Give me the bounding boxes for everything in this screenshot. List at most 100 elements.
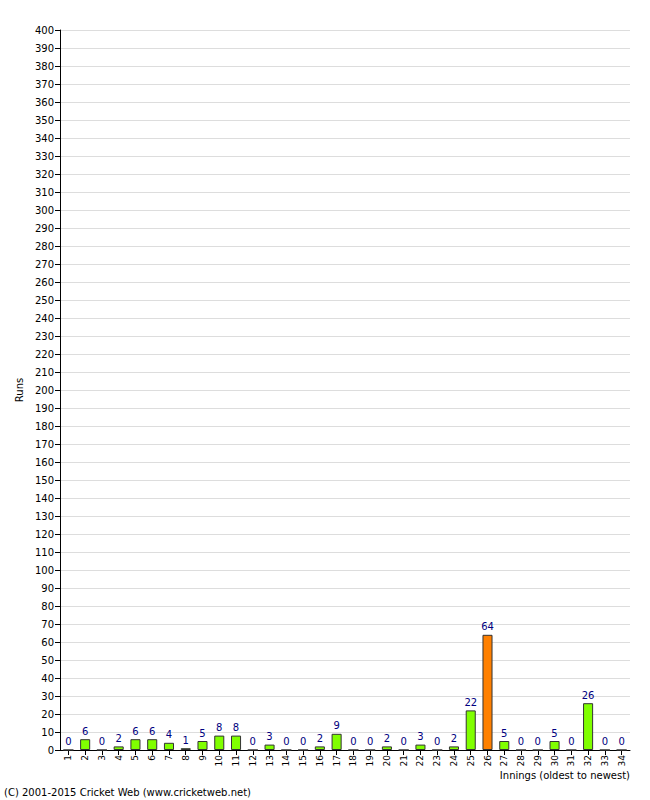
svg-text:21: 21	[399, 755, 409, 766]
svg-text:370: 370	[35, 79, 54, 90]
svg-text:3: 3	[97, 755, 107, 761]
svg-text:2: 2	[80, 755, 90, 761]
svg-text:10: 10	[214, 755, 224, 767]
svg-text:220: 220	[35, 349, 54, 360]
svg-text:(C) 2001-2015 Cricket Web (www: (C) 2001-2015 Cricket Web (www.cricketwe…	[4, 787, 251, 798]
svg-text:20: 20	[382, 755, 392, 767]
svg-text:27: 27	[499, 755, 509, 766]
svg-text:190: 190	[35, 403, 54, 414]
svg-text:240: 240	[35, 313, 54, 324]
svg-text:15: 15	[298, 755, 308, 766]
svg-text:3: 3	[266, 731, 272, 742]
svg-text:Innings (oldest to newest): Innings (oldest to newest)	[500, 770, 630, 781]
svg-text:290: 290	[35, 223, 54, 234]
svg-text:11: 11	[231, 755, 241, 766]
svg-text:60: 60	[41, 637, 54, 648]
svg-text:200: 200	[35, 385, 54, 396]
svg-text:22: 22	[464, 697, 477, 708]
svg-text:20: 20	[41, 709, 54, 720]
svg-text:6: 6	[82, 726, 88, 737]
svg-text:280: 280	[35, 241, 54, 252]
svg-text:320: 320	[35, 169, 54, 180]
svg-text:17: 17	[332, 755, 342, 766]
svg-text:31: 31	[566, 755, 576, 766]
svg-text:5: 5	[130, 755, 140, 761]
svg-text:14: 14	[281, 755, 291, 767]
svg-text:230: 230	[35, 331, 54, 342]
svg-text:4: 4	[166, 729, 172, 740]
svg-text:210: 210	[35, 367, 54, 378]
svg-text:30: 30	[550, 755, 560, 767]
svg-text:8: 8	[233, 722, 239, 733]
svg-text:340: 340	[35, 133, 54, 144]
svg-text:120: 120	[35, 529, 54, 540]
svg-text:2: 2	[317, 733, 323, 744]
svg-text:18: 18	[348, 755, 358, 767]
svg-text:0: 0	[568, 736, 574, 747]
svg-text:0: 0	[518, 736, 524, 747]
svg-text:7: 7	[164, 755, 174, 761]
svg-text:40: 40	[41, 673, 54, 684]
svg-text:330: 330	[35, 151, 54, 162]
svg-text:0: 0	[250, 736, 256, 747]
svg-text:50: 50	[41, 655, 54, 666]
svg-text:380: 380	[35, 61, 54, 72]
svg-text:19: 19	[365, 755, 375, 767]
svg-text:2: 2	[384, 733, 390, 744]
svg-text:6: 6	[132, 726, 138, 737]
svg-text:130: 130	[35, 511, 54, 522]
svg-text:16: 16	[315, 755, 325, 767]
svg-text:9: 9	[333, 720, 339, 731]
svg-text:34: 34	[617, 755, 627, 767]
svg-text:8: 8	[181, 755, 191, 761]
svg-text:360: 360	[35, 97, 54, 108]
svg-text:25: 25	[466, 755, 476, 766]
svg-text:0: 0	[367, 736, 373, 747]
svg-text:100: 100	[35, 565, 54, 576]
svg-text:2: 2	[451, 733, 457, 744]
svg-text:390: 390	[35, 43, 54, 54]
svg-text:5: 5	[199, 728, 205, 739]
svg-text:23: 23	[432, 755, 442, 766]
svg-text:150: 150	[35, 475, 54, 486]
svg-text:28: 28	[516, 755, 526, 767]
svg-text:Runs: Runs	[14, 378, 25, 402]
svg-text:110: 110	[35, 547, 54, 558]
svg-text:0: 0	[350, 736, 356, 747]
svg-text:30: 30	[41, 691, 54, 702]
svg-text:33: 33	[600, 755, 610, 766]
svg-text:0: 0	[65, 736, 71, 747]
svg-text:6: 6	[149, 726, 155, 737]
svg-text:5: 5	[501, 728, 507, 739]
svg-text:8: 8	[216, 722, 222, 733]
svg-text:0: 0	[434, 736, 440, 747]
svg-text:26: 26	[582, 690, 595, 701]
svg-text:0: 0	[400, 736, 406, 747]
svg-text:300: 300	[35, 205, 54, 216]
svg-text:1: 1	[63, 755, 73, 761]
svg-text:0: 0	[283, 736, 289, 747]
svg-text:70: 70	[41, 619, 54, 630]
svg-text:90: 90	[41, 583, 54, 594]
svg-text:140: 140	[35, 493, 54, 504]
svg-text:260: 260	[35, 277, 54, 288]
svg-text:64: 64	[481, 621, 494, 632]
svg-text:5: 5	[551, 728, 557, 739]
svg-text:350: 350	[35, 115, 54, 126]
svg-text:310: 310	[35, 187, 54, 198]
svg-text:1: 1	[183, 735, 189, 746]
svg-text:80: 80	[41, 601, 54, 612]
svg-text:29: 29	[533, 755, 543, 767]
svg-text:0: 0	[618, 736, 624, 747]
svg-text:270: 270	[35, 259, 54, 270]
svg-text:4: 4	[114, 755, 124, 761]
svg-text:170: 170	[35, 439, 54, 450]
svg-text:180: 180	[35, 421, 54, 432]
svg-text:160: 160	[35, 457, 54, 468]
svg-text:400: 400	[35, 25, 54, 36]
svg-text:10: 10	[41, 727, 54, 738]
svg-text:0: 0	[535, 736, 541, 747]
svg-text:9: 9	[198, 755, 208, 761]
svg-text:0: 0	[300, 736, 306, 747]
svg-text:22: 22	[415, 755, 425, 766]
